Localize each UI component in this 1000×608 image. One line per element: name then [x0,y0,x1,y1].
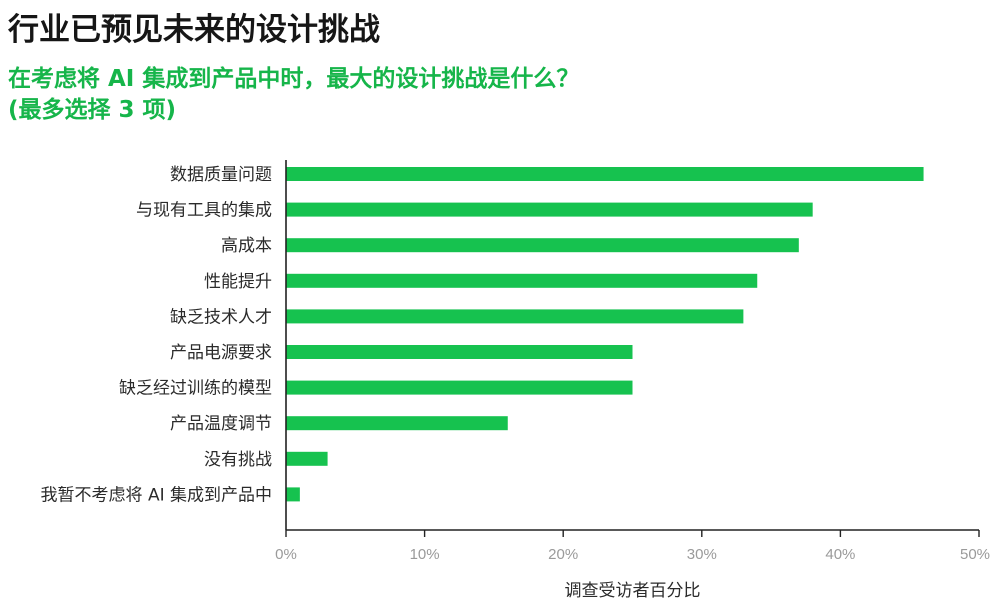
bar-9 [286,451,328,466]
bar-1 [286,167,924,181]
x-ticks: 0% 10% 20% 30% 40% 50% [275,530,990,563]
x-tick-label: 50% [960,546,990,563]
bar-2 [286,202,813,217]
category-label: 缺乏经过训练的模型 [119,379,272,399]
category-label: 我暂不考虑将 AI 集成到产品中 [41,485,272,505]
x-tick-label: 20% [548,546,578,563]
subtitle-note: (最多选择 3 项) [8,97,177,123]
bar-7 [286,380,633,395]
category-label: 没有挑战 [204,450,272,470]
x-tick-label: 0% [275,546,297,563]
subtitle-question: 在考虑将 AI 集成到产品中时，最大的设计挑战是什么？ [8,66,580,92]
bars-group [286,167,924,502]
category-label: 高成本 [221,236,272,256]
x-tick-label: 10% [410,546,440,563]
chart-subtitle: 在考虑将 AI 集成到产品中时，最大的设计挑战是什么？ (最多选择 3 项) [8,64,579,126]
category-label: 缺乏技术人才 [170,307,272,327]
bar-3 [286,238,799,253]
category-label: 与现有工具的集成 [136,201,272,221]
x-axis-title: 调查受访者百分比 [565,581,701,601]
bar-10 [286,487,300,502]
x-tick-label: 30% [687,546,717,563]
category-label: 产品温度调节 [170,414,272,434]
chart-title: 行业已预见未来的设计挑战 [8,12,380,48]
bar-6 [286,345,633,359]
bar-4 [286,273,758,288]
category-label: 产品电源要求 [170,343,272,363]
category-label: 数据质量问题 [170,165,272,185]
bar-5 [286,309,744,324]
category-labels: 数据质量问题与现有工具的集成高成本性能提升缺乏技术人才产品电源要求缺乏经过训练的… [41,165,272,505]
bar-8 [286,416,508,431]
category-label: 性能提升 [204,272,272,292]
x-tick-label: 40% [825,546,855,563]
